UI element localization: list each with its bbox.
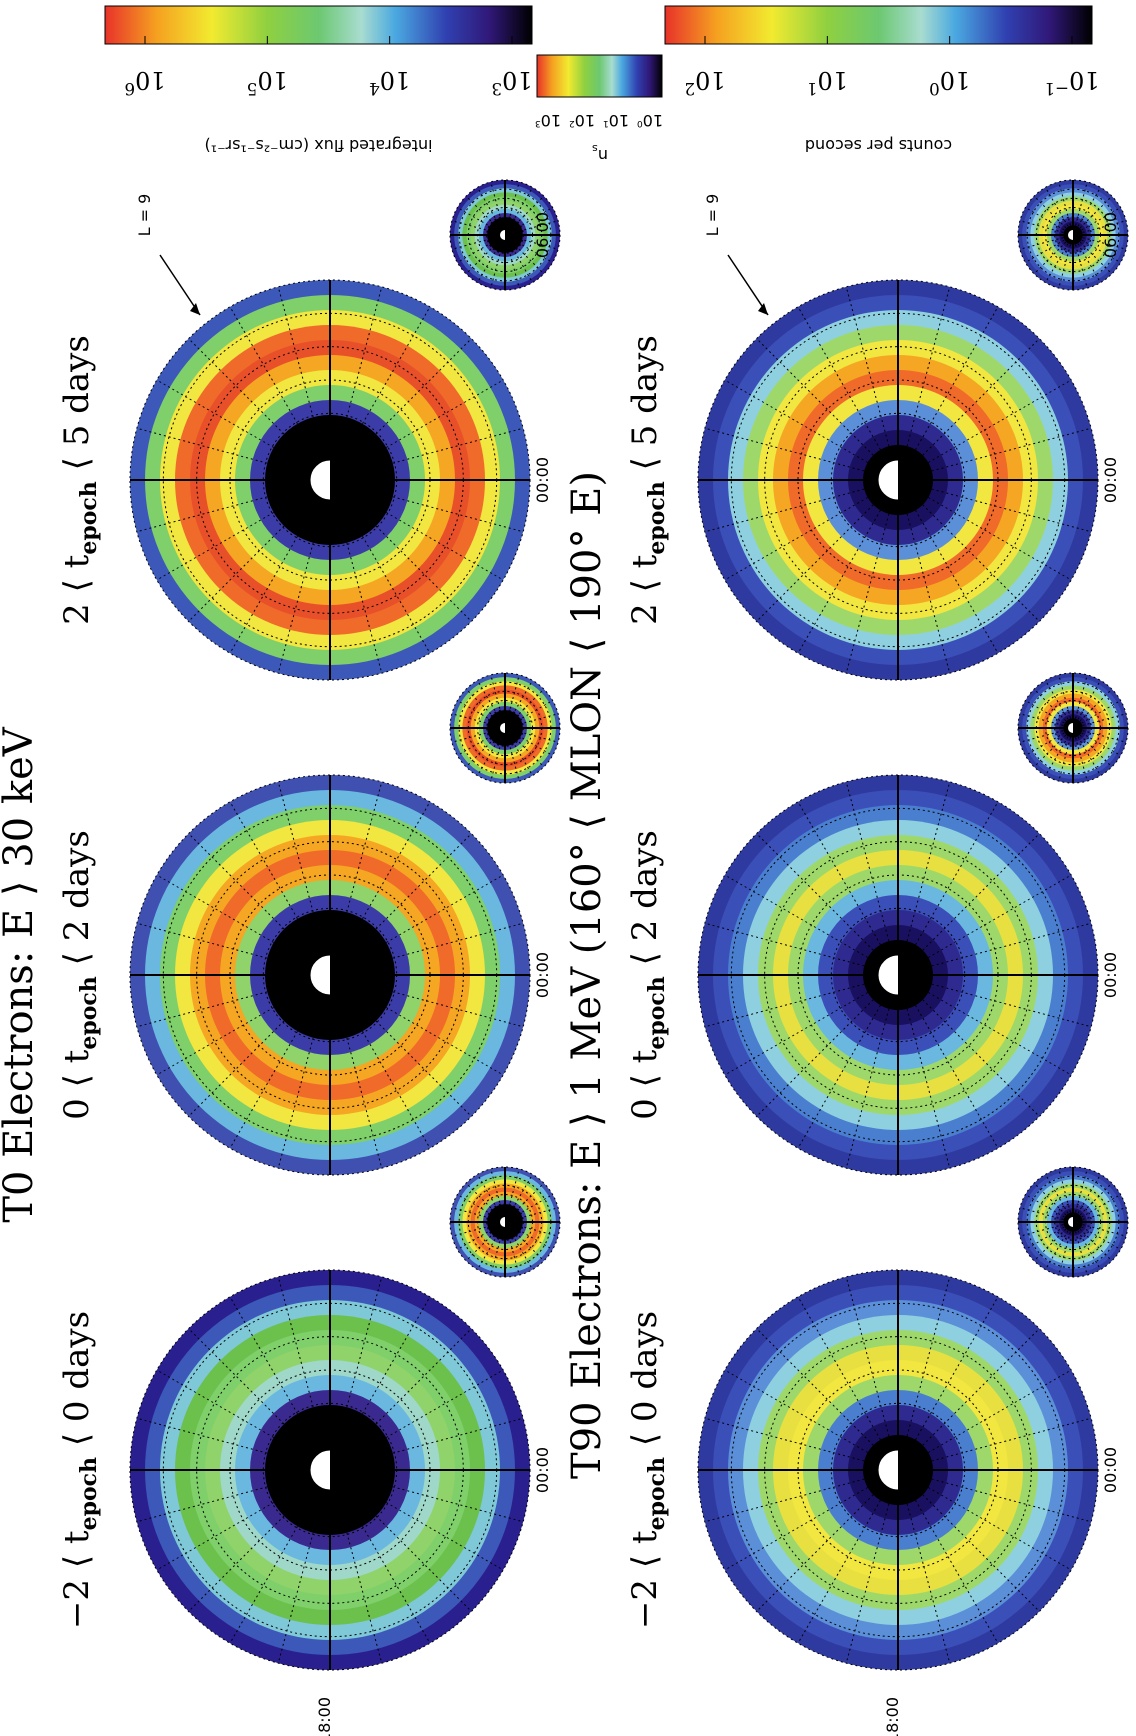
tick-label: 102 [569,111,595,130]
mlt-label: 00:00 [533,952,552,998]
label-text: 0 ⟨ t [625,1049,665,1120]
tick-label: 100 [637,111,663,130]
tick-base: 10 [940,66,971,94]
label-text: −2 ⟨ t [57,1530,97,1629]
section-title: T0 Electrons: E ⟩ 30 keV [0,726,42,1222]
tick-base: 10 [609,111,629,130]
tick-exponent: 0 [929,79,940,99]
tick-base: 10 [502,66,533,94]
mlt-label: 06:00 [533,212,552,258]
label-text: 0 ⟨ t [57,1049,97,1120]
label-text: 2 ⟨ t [625,554,665,625]
arrow-head [758,303,768,315]
label-base: n [598,146,608,165]
tick-base: 10 [695,66,726,94]
tick-exponent: 3 [491,79,502,99]
tick-label: 10−1 [1044,66,1099,99]
counts-colorbar [665,6,1092,44]
tick-base: 10 [817,66,848,94]
tick-exponent: 5 [247,79,258,99]
tick-base: 10 [1069,66,1100,94]
section-title: T90 Electrons: E ⟩ 1 MeV (160° ⟨ MLON ⟨ … [564,471,610,1479]
label-text: ⟨ 5 days [625,335,665,481]
l-shell-label: L = 9 [135,194,154,237]
panel-label: 2 ⟨ tepoch ⟨ 5 days [57,335,102,625]
mlt-label: 00:00 [1101,952,1120,998]
panel-label: −2 ⟨ tepoch ⟨ 0 days [57,1311,102,1629]
tick-base: 10 [257,66,288,94]
label-text: ⟨ 0 days [57,1311,97,1457]
flux-colorbar [105,6,532,44]
label-text: −2 ⟨ t [625,1530,665,1629]
tick-label: 106 [124,66,165,99]
mlt-label: 00:00 [533,1447,552,1493]
tick-exponent: 1 [807,79,818,99]
tick-label: 102 [684,66,725,99]
tick-exponent: 2 [569,118,575,128]
label-text: ⟨ 2 days [57,830,97,976]
occupancy-label: ns [592,142,608,165]
tick-label: 104 [369,66,410,99]
tick-base: 10 [541,111,561,130]
mlt-label: 18:00 [315,1697,334,1736]
occupancy-colorbar [537,55,662,97]
mlt-label: 06:00 [1101,212,1120,258]
tick-base: 10 [643,111,663,130]
label-text: ⟨ 5 days [57,335,97,481]
label-subscript: epoch [76,976,102,1049]
label-subscript: epoch [644,976,670,1049]
arrow-head [190,303,200,315]
tick-base: 10 [135,66,166,94]
mlt-label: 00:00 [1101,457,1120,503]
tick-label: 101 [603,111,629,130]
mlt-label: 18:00 [883,1697,902,1736]
colorbar-caption: integrated flux (cm⁻²s⁻¹sr⁻¹) [204,136,432,155]
label-text: ⟨ 0 days [625,1311,665,1457]
tick-label: 100 [929,66,970,99]
tick-label: 101 [807,66,848,99]
panel-label: 0 ⟨ tepoch ⟨ 2 days [57,830,102,1120]
tick-exponent: −1 [1044,79,1069,99]
panel-label: 2 ⟨ tepoch ⟨ 5 days [625,335,670,625]
tick-exponent: 0 [637,118,643,128]
label-subscript: epoch [644,1457,670,1530]
colorbar-caption: counts per second [805,136,952,155]
panel-label: 0 ⟨ tepoch ⟨ 2 days [625,830,670,1120]
label-subscript: epoch [76,481,102,554]
tick-label: 103 [491,66,532,99]
tick-exponent: 4 [369,79,380,99]
l-shell-label: L = 9 [703,194,722,237]
label-subscript: s [592,142,598,155]
label-text: ⟨ 2 days [625,830,665,976]
tick-exponent: 3 [535,118,541,128]
figure: 106105104103integrated flux (cm⁻²s⁻¹sr⁻¹… [0,0,1136,1736]
tick-label: 105 [247,66,288,99]
page: 106105104103integrated flux (cm⁻²s⁻¹sr⁻¹… [0,0,1136,1736]
tick-exponent: 1 [603,118,609,128]
tick-exponent: 6 [124,79,135,99]
tick-exponent: 2 [684,79,695,99]
tick-base: 10 [575,111,595,130]
panel-label: −2 ⟨ tepoch ⟨ 0 days [625,1311,670,1629]
label-subscript: epoch [644,481,670,554]
mlt-label: 00:00 [1101,1447,1120,1493]
label-subscript: epoch [76,1457,102,1530]
tick-base: 10 [380,66,411,94]
mlt-label: 00:00 [533,457,552,503]
tick-label: 103 [535,111,561,130]
label-text: 2 ⟨ t [57,554,97,625]
